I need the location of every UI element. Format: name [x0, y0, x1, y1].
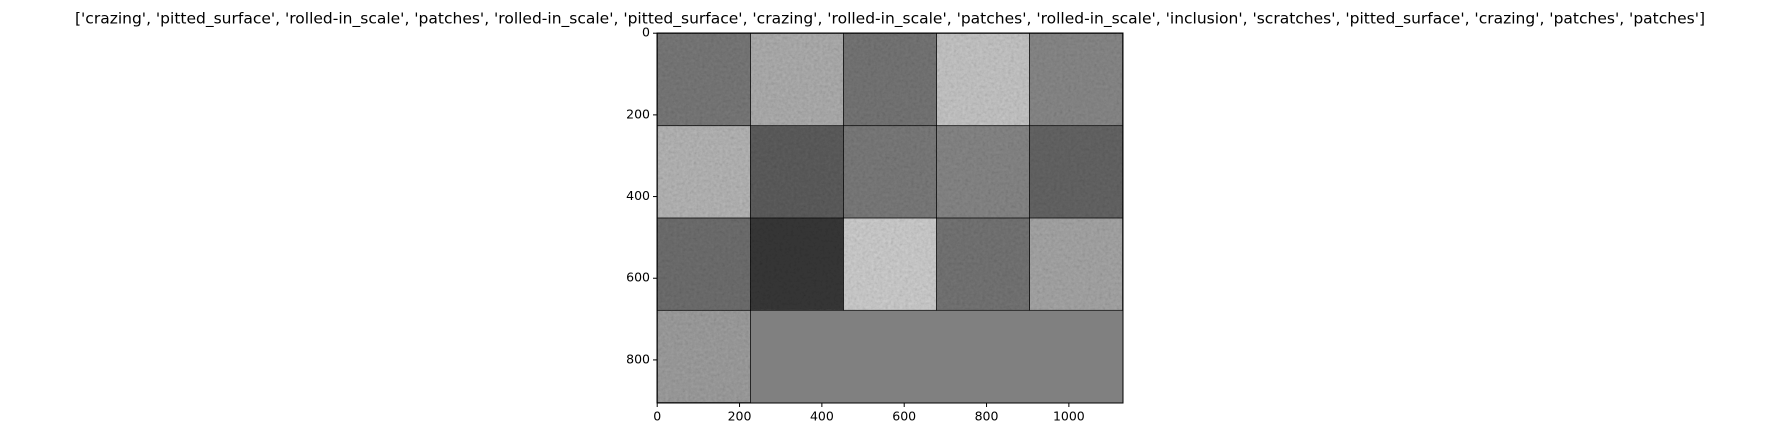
x-tick-label: 1000	[1053, 409, 1085, 424]
x-tick-label: 400	[810, 409, 834, 424]
y-tick-label: 200	[626, 106, 650, 121]
empty-area	[750, 310, 1123, 403]
image-tile	[1029, 126, 1123, 218]
y-tick-label: 0	[642, 25, 650, 40]
x-tick-label: 800	[975, 409, 999, 424]
image-tile	[1029, 33, 1123, 126]
image-tile	[843, 126, 937, 218]
image-tile	[936, 126, 1030, 218]
x-tick-label: 0	[653, 409, 661, 424]
y-tick-label: 800	[626, 351, 650, 366]
image-tile	[657, 126, 751, 218]
image-tile	[1029, 218, 1123, 310]
image-tile	[657, 218, 751, 310]
image-tile	[657, 33, 751, 126]
image-tile	[936, 218, 1030, 310]
image-tile	[750, 126, 844, 218]
image-tile	[750, 33, 844, 126]
x-tick-label: 200	[728, 409, 752, 424]
y-tick-label: 400	[626, 188, 650, 203]
y-tick-label: 600	[626, 270, 650, 285]
image-tile	[936, 33, 1030, 126]
image-tile	[843, 33, 937, 126]
plot-area: 0 200 400 600 800 1000 0 200 400 600 800	[626, 25, 1124, 424]
image-tile	[750, 218, 844, 310]
x-tick-label: 600	[892, 409, 916, 424]
chart-title: ['crazing', 'pitted_surface', 'rolled-in…	[75, 10, 1705, 29]
image-tile	[657, 310, 751, 403]
image-tile	[843, 218, 937, 310]
axes-frame	[656, 32, 1124, 404]
